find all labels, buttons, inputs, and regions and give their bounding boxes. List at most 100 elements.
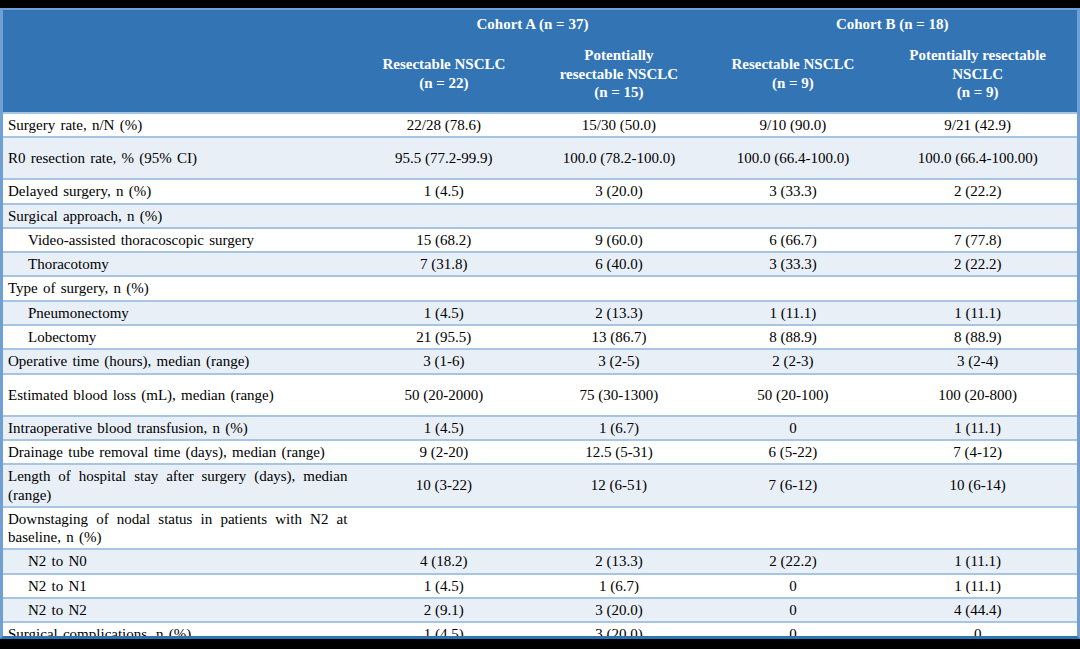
- table-row: Estimated blood loss (mL), median (range…: [3, 374, 1077, 416]
- column-header-1: Potentiallyresectable NSCLC(n = 15): [530, 36, 707, 113]
- cell-value: 1 (11.1): [878, 549, 1077, 573]
- cell-value: 6 (66.7): [708, 228, 879, 252]
- cell-value: 3 (33.3): [708, 252, 879, 276]
- cell-value: 1 (11.1): [878, 301, 1077, 325]
- cell-value: 1 (6.7): [530, 574, 707, 598]
- cell-value: [878, 276, 1077, 300]
- column-header-0: Resectable NSCLC(n = 22): [357, 36, 530, 113]
- cell-value: [878, 204, 1077, 228]
- table-row: Delayed surgery, n (%)1 (4.5)3 (20.0)3 (…: [3, 179, 1077, 203]
- table-row: Length of hospital stay after surgery (d…: [3, 464, 1077, 507]
- header-corner-cell: [3, 36, 357, 113]
- cell-value: 12 (6-51): [530, 464, 707, 507]
- cell-value: [530, 276, 707, 300]
- cell-value: 2 (22.2): [878, 252, 1077, 276]
- cell-value: 15/30 (50.0): [530, 113, 707, 137]
- cell-value: 1 (4.5): [357, 574, 530, 598]
- table-row: Video-assisted thoracoscopic surgery15 (…: [3, 228, 1077, 252]
- cell-value: [357, 204, 530, 228]
- cell-value: 13 (86.7): [530, 325, 707, 349]
- cohort-a-header: Cohort A (n = 37): [357, 10, 707, 36]
- header-corner-cell: [3, 10, 357, 36]
- row-label: Pneumonectomy: [3, 301, 357, 325]
- table-header: Cohort A (n = 37) Cohort B (n = 18) Rese…: [3, 10, 1077, 113]
- row-label: Length of hospital stay after surgery (d…: [3, 464, 357, 507]
- cell-value: 1 (6.7): [530, 416, 707, 440]
- cell-value: 0: [708, 574, 879, 598]
- cell-value: 8 (88.9): [708, 325, 879, 349]
- table-row: R0 resection rate, % (95% CI)95.5 (77.2-…: [3, 137, 1077, 179]
- table-row: Lobectomy21 (95.5)13 (86.7)8 (88.9)8 (88…: [3, 325, 1077, 349]
- table-body: Surgery rate, n/N (%)22/28 (78.6)15/30 (…: [3, 113, 1077, 639]
- table-row: Surgery rate, n/N (%)22/28 (78.6)15/30 (…: [3, 113, 1077, 137]
- cell-value: 1 (11.1): [708, 301, 879, 325]
- cell-value: 1 (4.5): [357, 179, 530, 203]
- cell-value: 6 (40.0): [530, 252, 707, 276]
- cell-value: [357, 276, 530, 300]
- row-label: N2 to N1: [3, 574, 357, 598]
- cell-value: 1 (11.1): [878, 416, 1077, 440]
- table-row: Downstaging of nodal status in patients …: [3, 507, 1077, 550]
- cell-value: 3 (20.0): [530, 179, 707, 203]
- surgical-outcomes-table: Cohort A (n = 37) Cohort B (n = 18) Rese…: [0, 8, 1080, 639]
- row-label: Video-assisted thoracoscopic surgery: [3, 228, 357, 252]
- cell-value: 50 (20-100): [708, 374, 879, 416]
- cell-value: 3 (20.0): [530, 622, 707, 639]
- cell-value: [708, 507, 879, 550]
- cell-value: 3 (2-5): [530, 349, 707, 373]
- row-label: N2 to N0: [3, 549, 357, 573]
- cell-value: 4 (18.2): [357, 549, 530, 573]
- cell-value: 4 (44.4): [878, 598, 1077, 622]
- cell-value: 12.5 (5-31): [530, 440, 707, 464]
- table-row: Surgical complications, n (%)1 (4.5)3 (2…: [3, 622, 1077, 639]
- cell-value: [878, 507, 1077, 550]
- cell-value: 10 (6-14): [878, 464, 1077, 507]
- row-label: Downstaging of nodal status in patients …: [3, 507, 357, 550]
- row-label: Type of surgery, n (%): [3, 276, 357, 300]
- cell-value: 0: [878, 622, 1077, 639]
- row-label: Drainage tube removal time (days), media…: [3, 440, 357, 464]
- row-label: Estimated blood loss (mL), median (range…: [3, 374, 357, 416]
- row-label: Lobectomy: [3, 325, 357, 349]
- table-row: Intraoperative blood transfusion, n (%)1…: [3, 416, 1077, 440]
- cell-value: 7 (77.8): [878, 228, 1077, 252]
- cell-value: 0: [708, 416, 879, 440]
- cell-value: 15 (68.2): [357, 228, 530, 252]
- cell-value: 100.0 (66.4-100.00): [878, 137, 1077, 179]
- cell-value: [530, 507, 707, 550]
- cell-value: 2 (13.3): [530, 549, 707, 573]
- row-label: Operative time (hours), median (range): [3, 349, 357, 373]
- row-label: Intraoperative blood transfusion, n (%): [3, 416, 357, 440]
- column-header-2: Resectable NSCLC(n = 9): [708, 36, 879, 113]
- table-row: Type of surgery, n (%): [3, 276, 1077, 300]
- cell-value: [708, 204, 879, 228]
- page-background: Cohort A (n = 37) Cohort B (n = 18) Rese…: [0, 0, 1080, 649]
- cell-value: 2 (13.3): [530, 301, 707, 325]
- table-row: N2 to N22 (9.1)3 (20.0)04 (44.4): [3, 598, 1077, 622]
- cell-value: 9 (2-20): [357, 440, 530, 464]
- cell-value: 1 (4.5): [357, 416, 530, 440]
- cell-value: 21 (95.5): [357, 325, 530, 349]
- cell-value: 1 (11.1): [878, 574, 1077, 598]
- table-row: Pneumonectomy1 (4.5)2 (13.3)1 (11.1)1 (1…: [3, 301, 1077, 325]
- cell-value: 2 (2-3): [708, 349, 879, 373]
- cell-value: 6 (5-22): [708, 440, 879, 464]
- cell-value: 8 (88.9): [878, 325, 1077, 349]
- cell-value: 100 (20-800): [878, 374, 1077, 416]
- row-label: Surgery rate, n/N (%): [3, 113, 357, 137]
- cell-value: [530, 204, 707, 228]
- table-row: Surgical approach, n (%): [3, 204, 1077, 228]
- cell-value: 7 (4-12): [878, 440, 1077, 464]
- cell-value: 7 (31.8): [357, 252, 530, 276]
- cell-value: 1 (4.5): [357, 622, 530, 639]
- cell-value: 95.5 (77.2-99.9): [357, 137, 530, 179]
- cell-value: 7 (6-12): [708, 464, 879, 507]
- cell-value: 100.0 (66.4-100.0): [708, 137, 879, 179]
- cell-value: [357, 507, 530, 550]
- row-label: Thoracotomy: [3, 252, 357, 276]
- cell-value: 50 (20-2000): [357, 374, 530, 416]
- cell-value: 0: [708, 598, 879, 622]
- cohort-header-row: Cohort A (n = 37) Cohort B (n = 18): [3, 10, 1077, 36]
- row-label: Surgical approach, n (%): [3, 204, 357, 228]
- cell-value: 2 (22.2): [878, 179, 1077, 203]
